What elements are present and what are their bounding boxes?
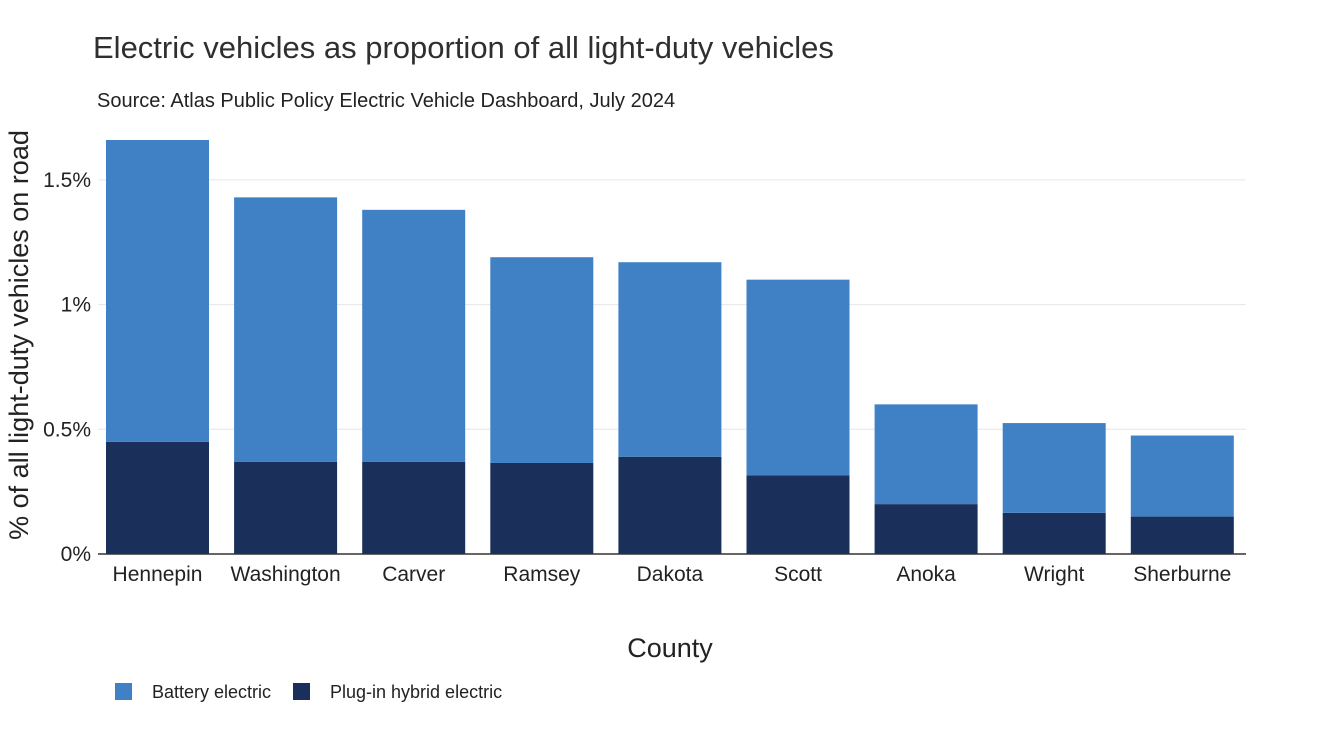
x-tick-label: Sherburne xyxy=(1133,563,1231,586)
x-tick-label: Dakota xyxy=(637,563,704,586)
bar-washington-plug-in-hybrid-electric xyxy=(234,461,338,554)
bars xyxy=(106,140,1234,554)
x-tick-label: Anoka xyxy=(896,563,956,586)
bar-dakota-battery-electric xyxy=(618,262,722,457)
bar-sherburne-plug-in-hybrid-electric xyxy=(1130,516,1234,554)
bar-ramsey-battery-electric xyxy=(490,257,594,463)
y-axis-ticks: 0% 0.5% 1% 1.5% xyxy=(43,169,91,566)
legend-swatch xyxy=(293,683,310,700)
legend-label: Plug-in hybrid electric xyxy=(330,682,502,702)
x-tick-label: Wright xyxy=(1024,563,1084,586)
bar-dakota-plug-in-hybrid-electric xyxy=(618,456,722,554)
y-tick-label: 0.5% xyxy=(43,418,91,441)
bar-anoka-battery-electric xyxy=(874,404,978,505)
x-tick-label: Scott xyxy=(774,563,822,586)
y-tick-label: 0% xyxy=(61,543,91,566)
legend-label: Battery electric xyxy=(152,682,271,702)
bar-scott-battery-electric xyxy=(746,279,850,476)
bar-carver-plug-in-hybrid-electric xyxy=(362,461,466,554)
bar-washington-battery-electric xyxy=(234,197,338,462)
x-tick-label: Washington xyxy=(231,563,341,586)
bar-carver-battery-electric xyxy=(362,209,466,462)
bar-hennepin-plug-in-hybrid-electric xyxy=(106,441,209,554)
chart-title: Electric vehicles as proportion of all l… xyxy=(93,30,834,65)
y-tick-label: 1% xyxy=(61,294,91,317)
bar-sherburne-battery-electric xyxy=(1130,435,1234,517)
bar-ramsey-plug-in-hybrid-electric xyxy=(490,462,594,554)
bar-wright-plug-in-hybrid-electric xyxy=(1002,512,1106,554)
bar-hennepin-battery-electric xyxy=(106,140,209,442)
bar-wright-battery-electric xyxy=(1002,423,1106,513)
x-tick-label: Ramsey xyxy=(503,563,581,586)
legend-swatch xyxy=(115,683,132,700)
bar-scott-plug-in-hybrid-electric xyxy=(746,475,850,554)
x-axis-title: County xyxy=(627,633,713,663)
chart-subtitle: Source: Atlas Public Policy Electric Veh… xyxy=(97,90,675,112)
y-axis-title: % of all light-duty vehicles on road xyxy=(4,130,34,540)
x-axis-categories: Hennepin Washington Carver Ramsey Dakota Scot… xyxy=(113,563,1232,586)
bar-anoka-plug-in-hybrid-electric xyxy=(874,504,978,554)
legend: Battery electric Plug-in hybrid electric xyxy=(115,682,502,702)
y-tick-label: 1.5% xyxy=(43,169,91,192)
x-tick-label: Hennepin xyxy=(113,563,203,586)
x-tick-label: Carver xyxy=(382,563,445,586)
